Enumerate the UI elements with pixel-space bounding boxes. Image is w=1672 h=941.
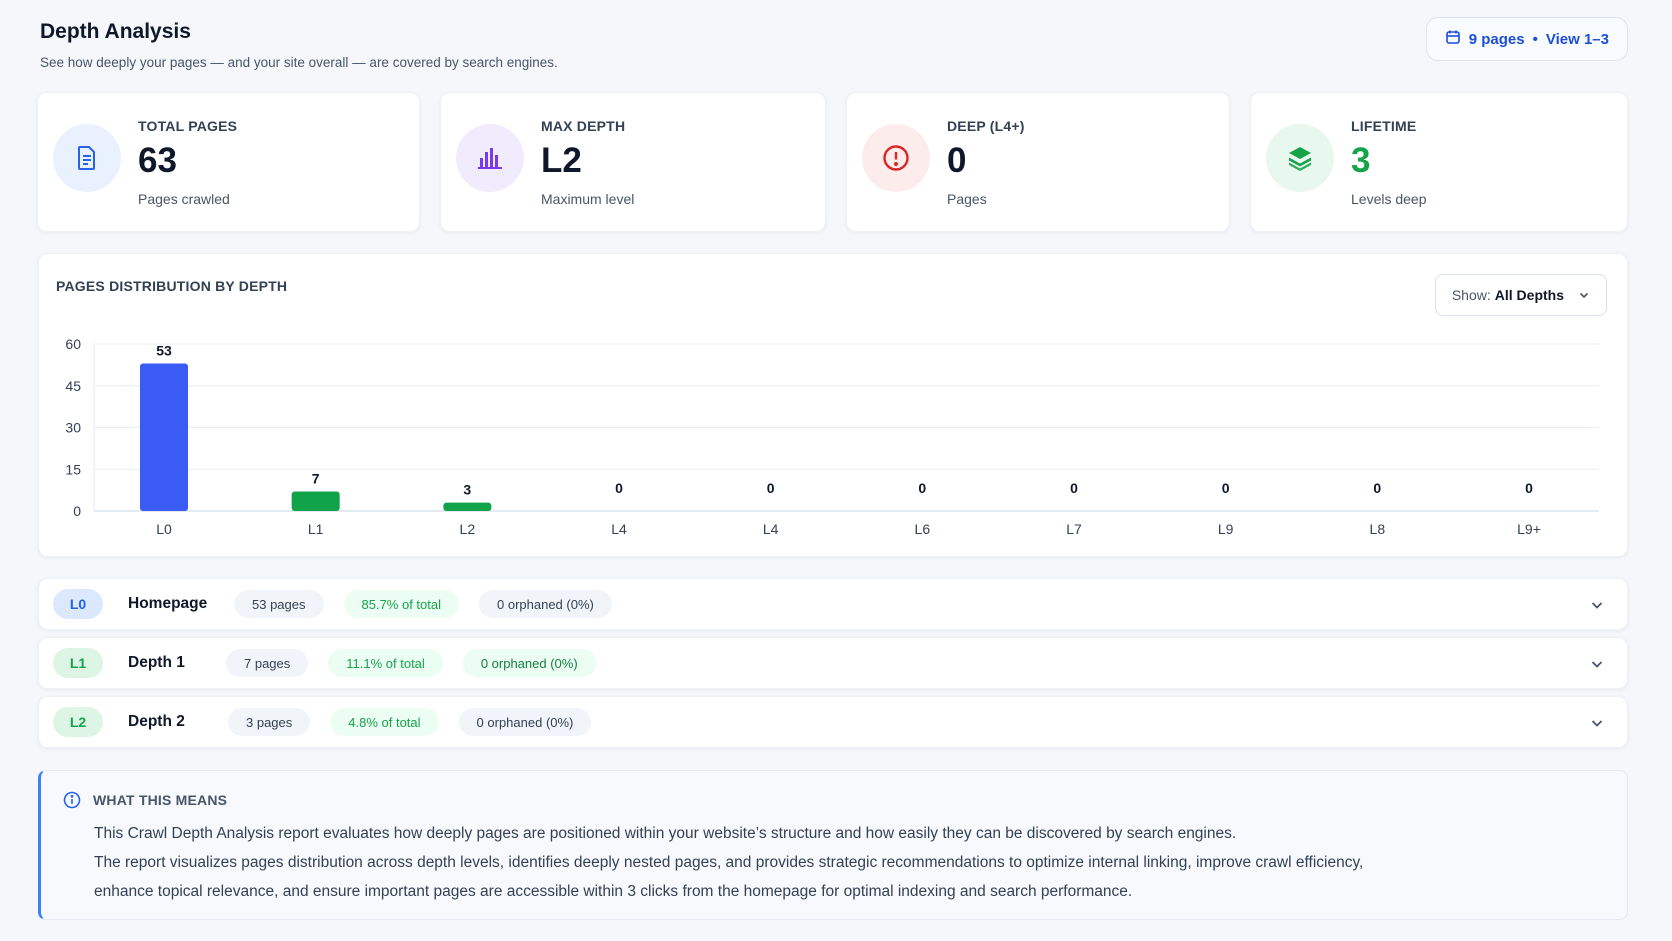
bar-value-label: 0 [1373,480,1381,496]
y-tick-label: 15 [65,461,81,477]
chevron-down-icon[interactable] [1589,715,1605,731]
page-subtitle: See how deeply your pages — and your sit… [40,55,558,70]
x-tick-label: L2 [460,521,476,537]
stat-value: 3 [1351,141,1371,180]
stat-sub: Maximum level [541,190,635,207]
stat-value: 63 [138,141,177,180]
layers-icon [1266,124,1334,192]
alert-icon [862,124,930,192]
bar-value-label: 7 [312,471,320,487]
pagination-button[interactable]: 9 pages • View 1–3 [1425,17,1628,61]
info-icon [63,791,81,809]
stat-sub: Pages crawled [138,190,230,207]
pager-separator: • [1532,30,1538,48]
level-badge: L2 [53,707,103,737]
info-panel: WHAT THIS MEANS This Crawl Depth Analysi… [38,770,1628,920]
stat-card-max-depth: MAX DEPTH L2 Maximum level [440,92,826,232]
chart-panel: PAGES DISTRIBUTION BY DEPTH Show: All De… [38,253,1628,557]
stat-label: DEEP (L4+) [947,118,1025,134]
pager-view: View 1–3 [1545,30,1609,48]
bar [291,491,340,511]
x-tick-label: L9+ [1517,521,1541,537]
stat-sub: Pages [947,190,987,207]
level-badge: L1 [53,648,103,678]
bar [140,363,188,511]
pages-pill: 3 pages [228,708,311,736]
bar-value-label: 0 [1222,480,1230,496]
x-tick-label: L1 [308,521,324,537]
info-body: This Crawl Depth Analysis report evaluat… [94,819,1574,906]
depth-filter-select[interactable]: Show: All Depths [1434,274,1607,316]
x-tick-label: L8 [1370,521,1386,537]
bar-value-label: 3 [463,482,471,498]
stat-sub: Levels deep [1351,190,1427,207]
info-line: This Crawl Depth Analysis report evaluat… [94,825,1237,842]
row-name: Depth 2 [128,713,185,730]
percent-pill: 4.8% of total [330,708,439,736]
level-badge: L0 [53,589,103,619]
pages-pill: 53 pages [234,590,324,618]
depth-row-l2[interactable]: L2 Depth 2 3 pages 4.8% of total 0 orpha… [38,696,1628,748]
chevron-down-icon [1579,292,1589,299]
calendar-icon [1445,29,1461,49]
depth-row-l0[interactable]: L0 Homepage 53 pages 85.7% of total 0 or… [38,578,1628,630]
chevron-down-icon[interactable] [1589,656,1605,672]
page-title: Depth Analysis [40,20,191,43]
info-line: enhance topical relevance, and ensure im… [94,883,1133,900]
y-tick-label: 0 [73,503,81,519]
info-line: The report visualizes pages distribution… [94,854,1364,871]
percent-pill: 11.1% of total [328,649,443,677]
bar-chart-icon [456,124,524,192]
pager-pages: 9 pages [1468,30,1525,48]
x-tick-label: L7 [1066,521,1082,537]
x-tick-label: L4 [763,521,779,537]
document-icon [53,124,121,192]
stat-label: TOTAL PAGES [138,118,238,134]
row-name: Depth 1 [128,654,185,671]
show-label: Show: [1451,287,1491,303]
bar-value-label: 0 [615,480,623,496]
stat-card-deep: DEEP (L4+) 0 Pages [846,92,1230,232]
y-tick-label: 30 [65,420,81,436]
depth-row-l1[interactable]: L1 Depth 1 7 pages 11.1% of total 0 orph… [38,637,1628,689]
chart-title: PAGES DISTRIBUTION BY DEPTH [56,278,288,294]
pages-pill: 7 pages [226,649,309,677]
bar-value-label: 0 [1525,480,1533,496]
x-tick-label: L0 [156,521,172,537]
stat-label: MAX DEPTH [541,118,626,134]
info-title: WHAT THIS MEANS [93,792,228,808]
x-tick-label: L4 [611,521,627,537]
y-tick-label: 60 [65,336,81,352]
row-name: Homepage [128,595,208,612]
chevron-down-icon[interactable] [1589,597,1605,613]
stat-label: LIFETIME [1351,118,1417,134]
page-header: Depth Analysis See how deeply your pages… [40,20,558,70]
x-tick-label: L6 [915,521,931,537]
stat-value: L2 [541,141,582,180]
bar-value-label: 0 [767,480,775,496]
orphan-pill: 0 orphaned (0%) [479,590,612,618]
bar-value-label: 0 [1070,480,1078,496]
depth-bar-chart: 0 15 30 45 60 53 L0 7 L1 3 L2 0 L4 0 L4 0 L6 0 L7 0 L9 0 L8 0 L9… [65,336,1599,537]
percent-pill: 85.7% of total [343,590,459,618]
bar [443,502,492,511]
bar-value-label: 0 [918,480,926,496]
stat-value: 0 [947,141,967,180]
stat-card-total-pages: TOTAL PAGES 63 Pages crawled [37,92,420,232]
show-value: All Depths [1494,287,1564,303]
x-tick-label: L9 [1218,521,1234,537]
orphan-pill: 0 orphaned (0%) [462,649,596,677]
orphan-pill: 0 orphaned (0%) [458,708,592,736]
bar-value-label: 53 [156,342,172,358]
stat-card-lifetime: LIFETIME 3 Levels deep [1250,92,1628,232]
y-tick-label: 45 [65,378,81,394]
